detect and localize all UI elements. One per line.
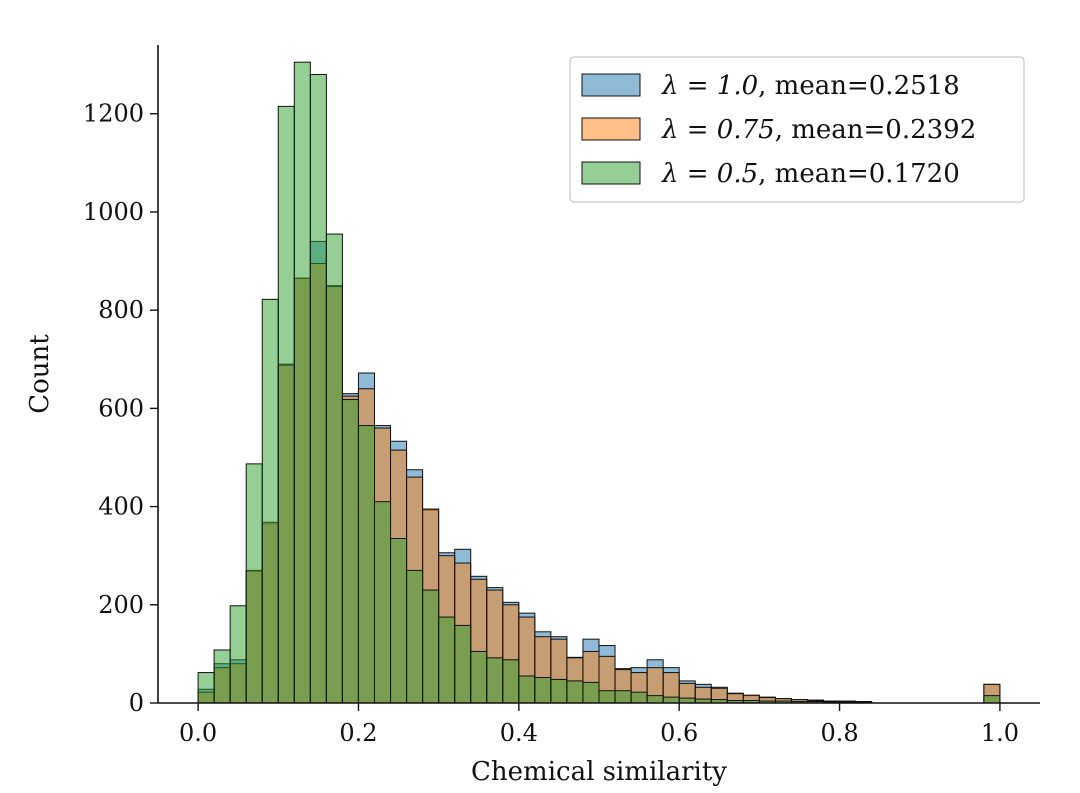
legend-swatch-lambda-0-5 [581,161,641,185]
histogram-bar [662,696,680,704]
histogram-bar [486,657,504,704]
histogram-bar [983,695,1001,704]
histogram-bar [646,695,664,704]
legend-mean-label: , mean=0.2392 [775,115,977,145]
bars-layer [197,61,1001,704]
histogram-bar [277,105,295,704]
y-tick-label: 0 [129,689,144,717]
histogram-bar [213,649,231,704]
y-tick-label: 1200 [83,100,144,128]
histogram-bar [582,681,600,704]
legend-item: λ = 0.75, mean=0.2392 [581,115,976,145]
legend-item: λ = 1.0, mean=0.2518 [581,71,960,101]
histogram-bar [309,73,327,704]
histogram-bar [261,298,279,704]
histogram-bar [422,589,440,704]
legend-label: λ = 0.75, mean=0.2392 [661,115,976,145]
legend-item: λ = 0.5, mean=0.1720 [581,159,960,189]
x-tick-label: 1.0 [981,719,1019,747]
histogram-bar [598,690,616,704]
histogram-bar [373,501,392,704]
y-tick-label: 200 [98,591,144,619]
y-tick-label: 400 [98,493,144,521]
series-2 [197,61,1001,704]
legend-swatch-lambda-0-75 [581,117,641,141]
legend-lambda-label: λ = 0.5 [661,159,758,189]
legend-lambda-label: λ = 0.75 [661,115,775,145]
x-tick-label: 0.2 [339,719,377,747]
legend-lambda-label: λ = 1.0 [661,71,758,101]
x-axis-label: Chemical similarity [471,757,727,787]
legend-label: λ = 0.5, mean=0.1720 [661,159,960,189]
histogram-bar [550,678,568,704]
histogram-bar [357,425,375,704]
y-tick-label: 600 [98,394,144,422]
legend-swatch-lambda-1-0 [581,73,641,97]
legend: λ = 1.0, mean=0.2518 λ = 0.75, mean=0.23… [569,56,1025,203]
histogram-bar [566,680,584,704]
y-tick-label: 800 [98,296,144,324]
y-tick-label: 1000 [83,198,144,226]
histogram-bar [245,463,263,704]
histogram-bar [630,691,648,704]
y-axis-ticks: 0 200 400 600 800 1000 1200 [83,100,158,717]
histogram-bar [454,624,472,704]
histogram-bar [325,233,343,704]
x-tick-label: 0.6 [660,719,698,747]
histogram-bar [293,61,311,704]
histogram-bar [197,672,215,704]
x-tick-label: 0.4 [500,719,538,747]
histogram-bar [470,650,488,704]
x-tick-label: 0.0 [179,719,217,747]
histogram-bar [229,605,247,704]
legend-mean-label: , mean=0.2518 [758,71,960,101]
histogram-bar [341,399,359,704]
histogram-bar [502,659,520,704]
histogram-bar [534,676,552,704]
histogram-bar [614,690,632,704]
x-tick-label: 0.8 [820,719,858,747]
histogram-bar [406,569,424,704]
legend-label: λ = 1.0, mean=0.2518 [661,71,960,101]
histogram-bar [390,538,408,704]
y-axis-label: Count [25,334,55,414]
histogram-bar [438,616,456,704]
histogram-bar [518,675,536,704]
legend-mean-label: , mean=0.1720 [758,159,960,189]
x-axis-ticks: 0.0 0.2 0.4 0.6 0.8 1.0 [179,703,1019,747]
